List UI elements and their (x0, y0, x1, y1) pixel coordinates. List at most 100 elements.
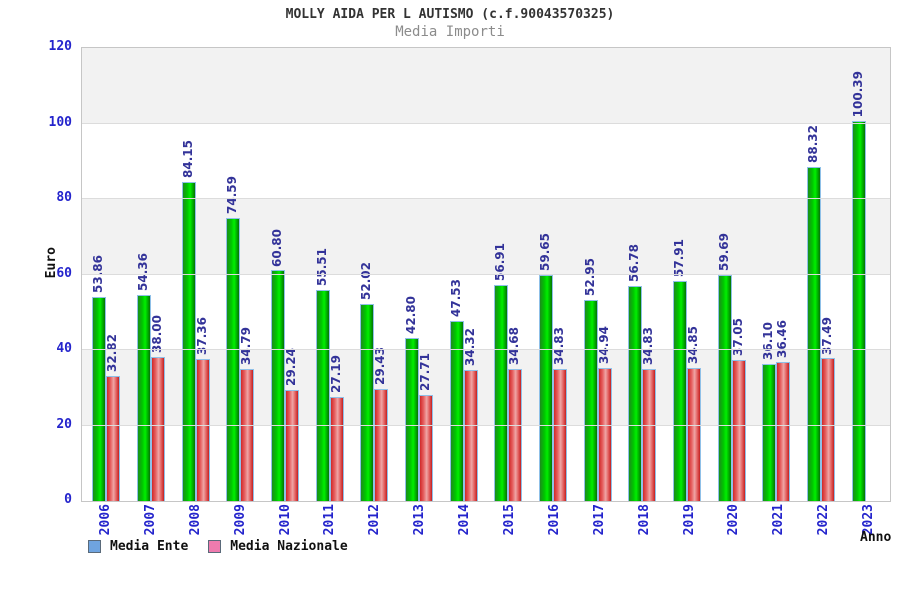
bar-media-ente-2017 (583, 300, 598, 501)
bar-media-ente-2009 (226, 218, 241, 501)
x-tick-label: 2014 (457, 504, 473, 536)
bar-media-ente-2010 (271, 270, 286, 501)
x-tick-2017: 2017 (577, 504, 622, 544)
y-tick-label: 40 (56, 341, 72, 356)
value-label: 29.43 (373, 346, 388, 385)
x-tick-label: 2011 (322, 504, 338, 536)
bar-group-2009: 74.59 34.79 (218, 48, 263, 501)
x-tick-2014: 2014 (442, 504, 487, 544)
legend-label: Media Nazionale (230, 539, 348, 554)
x-axis-title: Anno (860, 530, 892, 545)
value-label: 37.05 (730, 318, 745, 357)
bar-group-2022: 88.32 37.49 (799, 48, 844, 501)
bar-media-ente-2011 (315, 290, 330, 501)
value-label: 88.32 (806, 124, 821, 163)
value-label: 59.69 (716, 232, 731, 271)
value-label: 34.32 (462, 328, 477, 367)
value-label: 59.65 (538, 232, 553, 271)
bar-media-nazionale-2007 (151, 356, 165, 501)
x-axis-tick-labels: 2006 2007 2008 2009 2010 2011 2012 2013 2014 2015… (83, 504, 891, 544)
value-label: 54.36 (136, 252, 150, 291)
bar-media-nazionale-2012 (374, 388, 389, 501)
chart-subtitle: Media Importi (395, 24, 505, 40)
bar-media-nazionale-2022 (821, 358, 836, 501)
x-tick-label: 2020 (726, 504, 742, 536)
y-tick-label: 60 (56, 265, 72, 281)
bar-group-2015: 56.91 34.68 (486, 48, 531, 501)
bar-group-2021: 36.10 36.46 (754, 48, 799, 501)
value-label: 36.46 (775, 320, 790, 359)
bar-media-ente-2023 (851, 121, 866, 501)
x-tick-2022: 2022 (801, 504, 846, 544)
bar-media-ente-2012 (360, 303, 375, 501)
bar-media-nazionale-2008 (195, 358, 210, 501)
y-tick-label: 0 (64, 492, 72, 507)
x-tick-2016: 2016 (532, 504, 577, 544)
x-tick-label: 2021 (771, 504, 787, 536)
bar-group-2019: 57.91 34.85 (665, 48, 710, 501)
value-label: 60.80 (270, 228, 285, 267)
gridline (82, 198, 890, 199)
value-label: 34.68 (507, 327, 522, 366)
value-label: 34.94 (596, 326, 611, 365)
bar-media-nazionale-2018 (642, 368, 657, 501)
bar-media-nazionale-2016 (553, 368, 568, 501)
value-label: 52.95 (582, 258, 597, 297)
x-tick-2007: 2007 (128, 504, 173, 544)
media-nazionale-swatch-icon (208, 540, 222, 553)
bar-media-ente-2013 (405, 338, 420, 501)
value-label: 42.80 (404, 296, 419, 335)
bar-group-2010: 60.80 29.24 (263, 48, 308, 501)
bar-media-nazionale-2010 (285, 389, 300, 501)
value-label: 74.59 (225, 176, 240, 215)
x-tick-label: 2008 (187, 504, 203, 536)
bar-group-2020: 59.69 37.05 (709, 48, 754, 501)
bar-media-nazionale-2020 (731, 360, 746, 501)
value-label: 55.51 (314, 248, 329, 287)
bar-group-2018: 56.78 34.83 (620, 48, 665, 501)
legend-label: Media Ente (110, 539, 189, 554)
x-tick-label: 2013 (412, 504, 428, 536)
x-tick-2021: 2021 (756, 504, 801, 544)
bar-group-2008: 84.15 37.36 (173, 48, 218, 501)
bar-group-2023: 100.39 (843, 48, 888, 501)
x-tick-label: 2006 (97, 504, 113, 536)
value-label: 36.10 (761, 321, 776, 360)
media-ente-swatch-icon (88, 540, 101, 553)
bar-media-ente-2019 (673, 281, 688, 501)
bar-group-2016: 59.65 34.83 (531, 48, 576, 501)
x-tick-2011: 2011 (307, 504, 352, 544)
bar-media-nazionale-2011 (329, 397, 344, 501)
x-tick-2010: 2010 (263, 504, 308, 544)
value-label: 84.15 (180, 140, 195, 179)
bar-media-nazionale-2021 (776, 362, 791, 501)
y-tick-label: 80 (56, 190, 72, 205)
bar-group-2007: 54.36 38.00 (129, 48, 174, 501)
value-label: 57.91 (672, 239, 687, 278)
gridline (82, 122, 890, 124)
value-label: 47.53 (448, 278, 463, 317)
bar-group-2013: 42.80 27.71 (397, 48, 442, 501)
bar-media-ente-2022 (807, 166, 822, 501)
x-tick-2015: 2015 (487, 504, 532, 544)
value-label: 52.02 (359, 261, 374, 300)
x-tick-2008: 2008 (173, 504, 218, 544)
bar-media-nazionale-2006 (106, 376, 121, 501)
bar-media-ente-2014 (449, 320, 464, 501)
x-tick-label: 2009 (232, 504, 248, 536)
bar-group-2011: 55.51 27.19 (307, 48, 352, 501)
bar-media-nazionale-2015 (508, 369, 523, 501)
x-tick-2018: 2018 (622, 504, 667, 544)
x-tick-2006: 2006 (83, 504, 128, 544)
value-label: 56.91 (493, 243, 508, 282)
y-tick-label: 20 (56, 416, 72, 432)
x-tick-2013: 2013 (397, 504, 442, 544)
value-label: 27.71 (418, 353, 433, 392)
y-tick-label: 100 (48, 114, 72, 130)
value-label: 34.79 (239, 326, 254, 365)
value-label: 34.85 (686, 326, 701, 365)
bar-media-ente-2007 (137, 294, 151, 501)
